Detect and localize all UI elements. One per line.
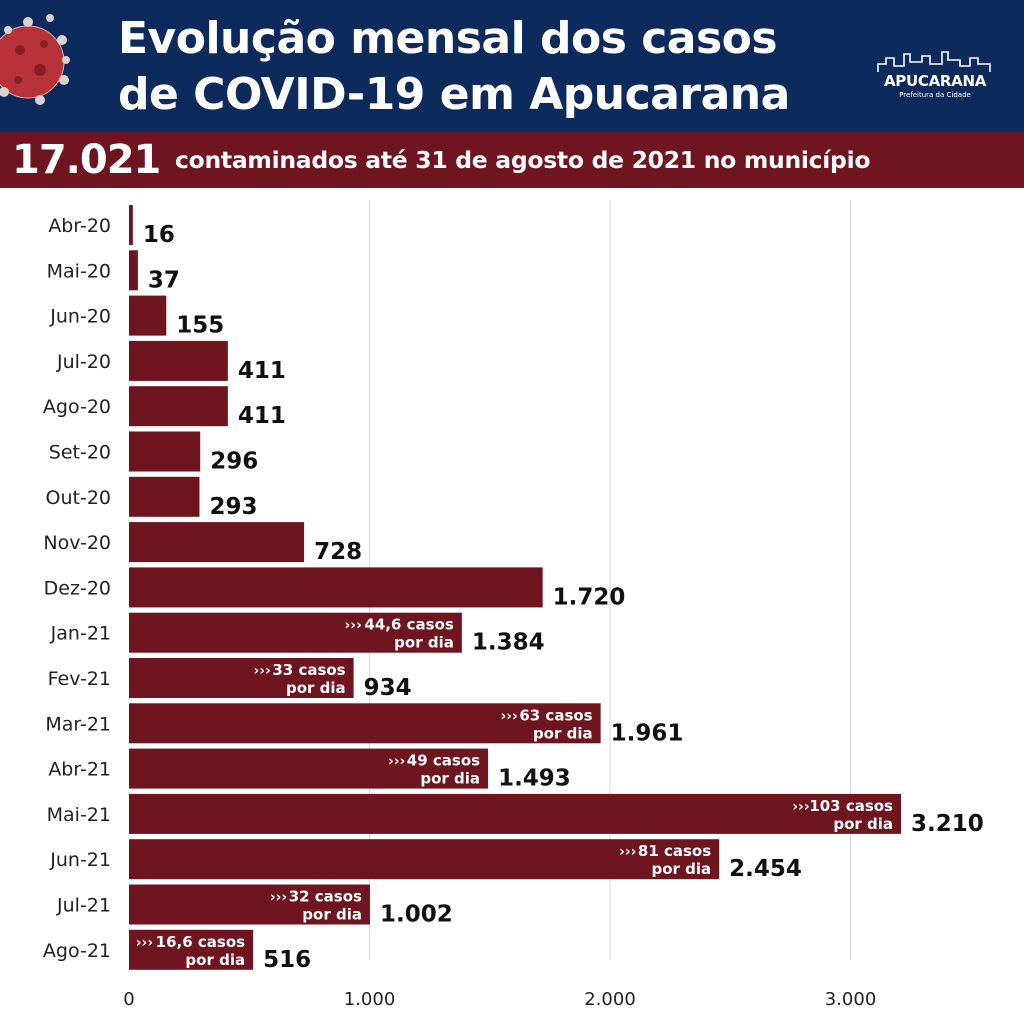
value-label: 1.002: [380, 902, 453, 928]
value-label: 3.210: [911, 811, 984, 837]
chevron-right-icon: ›››: [501, 708, 518, 724]
daily-cases-label: 44,6 casos: [364, 616, 453, 634]
value-label: 728: [314, 539, 362, 565]
category-label: Mai-20: [47, 260, 111, 282]
city-logo: APUCARANA Prefeitura da Cidade: [870, 50, 1000, 112]
category-label: Set-20: [49, 442, 111, 464]
value-label: 293: [209, 494, 257, 520]
category-label: Fev-21: [48, 668, 111, 690]
bar: [129, 386, 228, 427]
daily-cases-label: 49 casos: [407, 752, 480, 770]
bar: [129, 839, 720, 880]
header: Evolução mensal dos casos de COVID-19 em…: [0, 0, 1024, 132]
value-label: 155: [176, 313, 224, 339]
chevron-right-icon: ›››: [345, 618, 362, 634]
value-label: 411: [238, 403, 286, 429]
value-label: 516: [263, 947, 311, 973]
x-tick-label: 2.000: [584, 989, 636, 1010]
value-label: 296: [210, 449, 258, 475]
category-label: Ago-21: [43, 940, 111, 962]
category-label: Jun-21: [49, 849, 111, 871]
per-day-label: por dia: [533, 724, 593, 742]
category-label: Mar-21: [45, 713, 111, 735]
chevron-right-icon: ›››: [136, 935, 153, 951]
bar: [129, 250, 138, 291]
total-cases: 17.021: [12, 137, 161, 183]
value-label: 1.961: [611, 720, 684, 746]
x-tick-label: 0: [123, 989, 134, 1010]
value-label: 2.454: [729, 856, 802, 882]
category-label: Nov-20: [43, 532, 111, 554]
chevron-right-icon: ›››: [792, 799, 809, 815]
bar: [129, 205, 133, 245]
category-label: Ago-20: [43, 396, 111, 418]
chevron-right-icon: ›››: [619, 844, 636, 860]
value-label: 1.720: [553, 584, 626, 610]
title-line-2: de COVID-19 em Apucarana: [118, 69, 790, 120]
per-day-label: por dia: [394, 634, 454, 652]
bars: [129, 205, 902, 970]
per-day-label: por dia: [420, 770, 480, 788]
chevron-right-icon: ›››: [388, 754, 405, 770]
chevron-right-icon: ›››: [254, 663, 271, 679]
logo-subtitle: Prefeitura da Cidade: [899, 91, 971, 99]
bar: [129, 612, 462, 653]
value-label: 411: [238, 358, 286, 384]
x-tick-label: 3.000: [825, 989, 877, 1010]
daily-cases-label: 16,6 casos: [156, 933, 245, 951]
value-label: 934: [364, 675, 412, 701]
value-label: 16: [143, 222, 175, 248]
x-axis-ticks: 0 1.000 2.000 3.000: [123, 989, 876, 1010]
title-line-1: Evolução mensal dos casos: [118, 13, 778, 64]
category-label: Abr-21: [48, 759, 111, 781]
bar: [129, 658, 354, 698]
category-label: Jan-21: [50, 623, 111, 645]
bar: [129, 929, 254, 970]
bar-chart: Abr-20 16 Mai-20 37 Jun-20 155 Jul-20 411 Ago-20…: [43, 200, 984, 1010]
city-skyline-icon: [877, 51, 991, 72]
category-label: Jul-20: [56, 351, 111, 373]
per-day-label: por dia: [286, 679, 346, 697]
category-label: Jul-21: [56, 895, 111, 917]
category-label: Out-20: [46, 487, 111, 509]
bar: [129, 431, 201, 472]
daily-cases-label: 33 casos: [272, 661, 345, 679]
category-label: Dez-20: [44, 577, 111, 599]
labels: Abr-20 16 Mai-20 37 Jun-20 155 Jul-20 411 Ago-20…: [43, 215, 984, 973]
bar: [129, 703, 601, 744]
per-day-label: por dia: [652, 860, 712, 878]
x-tick-label: 1.000: [344, 989, 396, 1010]
logo-name: APUCARANA: [883, 72, 987, 90]
summary-subtitle: contaminados até 31 de agosto de 2021 no…: [175, 146, 871, 174]
bar: [129, 748, 489, 789]
daily-cases-label: 63 casos: [519, 706, 592, 724]
value-label: 1.384: [472, 630, 545, 656]
value-label: 1.493: [498, 766, 571, 792]
bar: [129, 340, 228, 381]
per-day-label: por dia: [185, 951, 245, 969]
summary-banner: 17.021 contaminados até 31 de agosto de …: [0, 132, 1024, 188]
daily-cases-label: 103 casos: [809, 797, 893, 815]
bar: [129, 884, 370, 925]
bar: [129, 793, 902, 834]
category-label: Mai-21: [47, 804, 111, 826]
coronavirus-icon: [0, 14, 70, 105]
bar: [129, 295, 167, 336]
chevron-right-icon: ›››: [270, 890, 287, 906]
value-label: 37: [148, 267, 180, 293]
per-day-label: por dia: [302, 906, 362, 924]
daily-cases-label: 32 casos: [289, 888, 362, 906]
per-day-label: por dia: [833, 815, 893, 833]
bar: [129, 567, 543, 608]
category-label: Abr-20: [48, 215, 111, 237]
category-label: Jun-20: [49, 306, 111, 328]
bar: [129, 522, 305, 563]
daily-cases-label: 81 casos: [638, 842, 711, 860]
bar: [129, 476, 200, 517]
